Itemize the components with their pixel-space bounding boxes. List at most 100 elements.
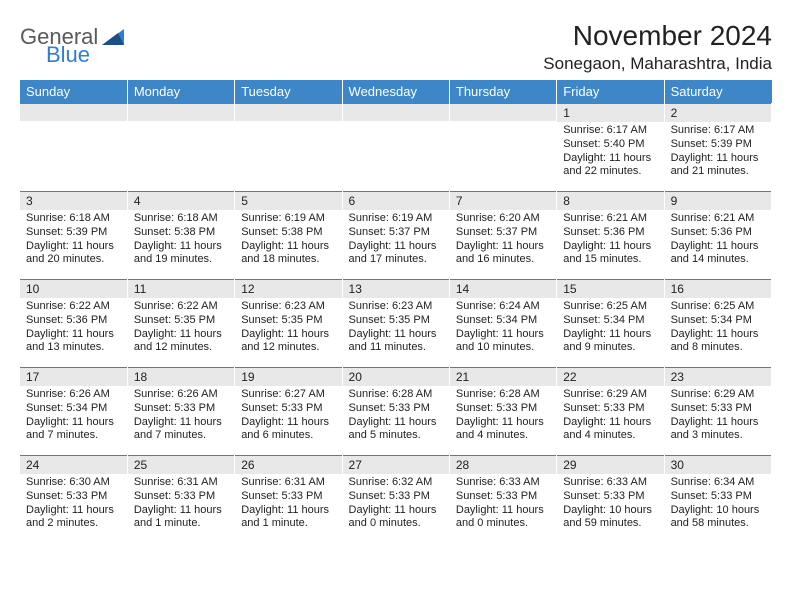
day-number: 28 <box>450 455 556 474</box>
day-sunset: Sunset: 5:36 PM <box>671 226 765 240</box>
day-sunrise: Sunrise: 6:31 AM <box>134 476 228 490</box>
day-daylight2: and 8 minutes. <box>671 341 765 355</box>
calendar-cell: 29Sunrise: 6:33 AMSunset: 5:33 PMDayligh… <box>557 455 664 543</box>
day-daylight1: Daylight: 11 hours <box>456 240 550 254</box>
day-sunset: Sunset: 5:33 PM <box>134 402 228 416</box>
day-daylight1: Daylight: 11 hours <box>456 328 550 342</box>
day-sunrise: Sunrise: 6:27 AM <box>241 388 335 402</box>
day-daylight1: Daylight: 11 hours <box>563 240 657 254</box>
weekday-header: Sunday <box>20 80 127 103</box>
day-daylight1: Daylight: 11 hours <box>563 416 657 430</box>
day-details: Sunrise: 6:28 AMSunset: 5:33 PMDaylight:… <box>450 386 556 447</box>
day-daylight2: and 1 minute. <box>241 517 335 531</box>
day-number: 24 <box>20 455 127 474</box>
day-daylight1: Daylight: 11 hours <box>26 504 121 518</box>
day-sunrise: Sunrise: 6:28 AM <box>456 388 550 402</box>
calendar-cell: 16Sunrise: 6:25 AMSunset: 5:34 PMDayligh… <box>664 279 771 367</box>
day-number: 15 <box>557 279 663 298</box>
empty-day-bar <box>235 103 341 121</box>
day-details: Sunrise: 6:28 AMSunset: 5:33 PMDaylight:… <box>343 386 449 447</box>
calendar-cell: 27Sunrise: 6:32 AMSunset: 5:33 PMDayligh… <box>342 455 449 543</box>
day-daylight1: Daylight: 11 hours <box>671 328 765 342</box>
calendar-cell: 15Sunrise: 6:25 AMSunset: 5:34 PMDayligh… <box>557 279 664 367</box>
day-sunset: Sunset: 5:34 PM <box>563 314 657 328</box>
day-daylight1: Daylight: 11 hours <box>671 152 765 166</box>
day-daylight2: and 58 minutes. <box>671 517 765 531</box>
calendar-cell <box>235 103 342 191</box>
day-number: 10 <box>20 279 127 298</box>
day-details: Sunrise: 6:26 AMSunset: 5:33 PMDaylight:… <box>128 386 234 447</box>
calendar-cell <box>20 103 127 191</box>
day-daylight2: and 20 minutes. <box>26 253 121 267</box>
day-number: 2 <box>665 103 771 122</box>
day-number: 22 <box>557 367 663 386</box>
calendar-week-row: 24Sunrise: 6:30 AMSunset: 5:33 PMDayligh… <box>20 455 772 543</box>
day-number: 4 <box>128 191 234 210</box>
calendar-cell: 5Sunrise: 6:19 AMSunset: 5:38 PMDaylight… <box>235 191 342 279</box>
day-daylight1: Daylight: 11 hours <box>241 328 335 342</box>
day-daylight1: Daylight: 11 hours <box>134 416 228 430</box>
day-daylight1: Daylight: 11 hours <box>134 328 228 342</box>
day-sunset: Sunset: 5:34 PM <box>671 314 765 328</box>
day-daylight1: Daylight: 11 hours <box>349 328 443 342</box>
day-details: Sunrise: 6:33 AMSunset: 5:33 PMDaylight:… <box>557 474 663 535</box>
day-sunset: Sunset: 5:33 PM <box>349 490 443 504</box>
empty-day-bar <box>128 103 234 121</box>
day-daylight1: Daylight: 11 hours <box>456 416 550 430</box>
day-details: Sunrise: 6:31 AMSunset: 5:33 PMDaylight:… <box>128 474 234 535</box>
calendar-week-row: 17 Sunrise: 6:26 AM Sunset: 5:34 PM Dayligh… <box>20 367 772 455</box>
day-sunrise: Sunrise: 6:24 AM <box>456 300 550 314</box>
day-daylight2: and 17 minutes. <box>349 253 443 267</box>
day-sunset: Sunset: 5:34 PM <box>26 402 121 416</box>
empty-day-bar <box>20 103 127 121</box>
day-sunrise: Sunrise: 6:33 AM <box>563 476 657 490</box>
calendar-cell: 1Sunrise: 6:17 AMSunset: 5:40 PMDaylight… <box>557 103 664 191</box>
weekday-header: Saturday <box>664 80 771 103</box>
weekday-header: Tuesday <box>235 80 342 103</box>
day-sunrise: Sunrise: 6:23 AM <box>241 300 335 314</box>
day-details: Sunrise: 6:32 AMSunset: 5:33 PMDaylight:… <box>343 474 449 535</box>
day-daylight2: and 0 minutes. <box>349 517 443 531</box>
day-number: 18 <box>128 367 234 386</box>
day-sunrise: Sunrise: 6:29 AM <box>671 388 765 402</box>
day-sunset: Sunset: 5:39 PM <box>26 226 121 240</box>
day-daylight1: Daylight: 11 hours <box>563 152 657 166</box>
day-number: 3 <box>20 191 127 210</box>
day-daylight1: Daylight: 10 hours <box>671 504 765 518</box>
day-number: 25 <box>128 455 234 474</box>
calendar-cell: 10Sunrise: 6:22 AMSunset: 5:36 PMDayligh… <box>20 279 127 367</box>
day-daylight1: Daylight: 11 hours <box>241 416 335 430</box>
weekday-header: Thursday <box>449 80 556 103</box>
day-details: Sunrise: 6:23 AMSunset: 5:35 PMDaylight:… <box>343 298 449 359</box>
day-daylight2: and 4 minutes. <box>456 429 550 443</box>
day-sunset: Sunset: 5:33 PM <box>671 402 765 416</box>
calendar-cell: 11Sunrise: 6:22 AMSunset: 5:35 PMDayligh… <box>127 279 234 367</box>
day-daylight1: Daylight: 11 hours <box>241 240 335 254</box>
day-sunset: Sunset: 5:33 PM <box>456 490 550 504</box>
weekday-header: Friday <box>557 80 664 103</box>
day-sunrise: Sunrise: 6:20 AM <box>456 212 550 226</box>
day-daylight1: Daylight: 11 hours <box>26 328 121 342</box>
day-sunrise: Sunrise: 6:19 AM <box>241 212 335 226</box>
day-details: Sunrise: 6:23 AMSunset: 5:35 PMDaylight:… <box>235 298 341 359</box>
day-number: 19 <box>235 367 341 386</box>
calendar-cell: 4Sunrise: 6:18 AMSunset: 5:38 PMDaylight… <box>127 191 234 279</box>
day-daylight2: and 9 minutes. <box>563 341 657 355</box>
day-details: Sunrise: 6:17 AMSunset: 5:39 PMDaylight:… <box>665 122 771 183</box>
day-daylight1: Daylight: 11 hours <box>349 416 443 430</box>
day-daylight1: Daylight: 11 hours <box>134 504 228 518</box>
day-sunrise: Sunrise: 6:26 AM <box>134 388 228 402</box>
calendar-cell: 7Sunrise: 6:20 AMSunset: 5:37 PMDaylight… <box>449 191 556 279</box>
day-number: 13 <box>343 279 449 298</box>
calendar-cell: 12Sunrise: 6:23 AMSunset: 5:35 PMDayligh… <box>235 279 342 367</box>
day-daylight2: and 1 minute. <box>134 517 228 531</box>
day-daylight1: Daylight: 11 hours <box>134 240 228 254</box>
day-number: 27 <box>343 455 449 474</box>
calendar-cell: 17Sunrise: 6:26 AMSunset: 5:34 PMDayligh… <box>20 367 127 455</box>
day-daylight2: and 16 minutes. <box>456 253 550 267</box>
day-number: 17 <box>20 367 127 386</box>
day-daylight2: and 2 minutes. <box>26 517 121 531</box>
day-details: Sunrise: 6:17 AMSunset: 5:40 PMDaylight:… <box>557 122 663 183</box>
day-sunrise: Sunrise: 6:33 AM <box>456 476 550 490</box>
day-details: Sunrise: 6:29 AMSunset: 5:33 PMDaylight:… <box>665 386 771 447</box>
